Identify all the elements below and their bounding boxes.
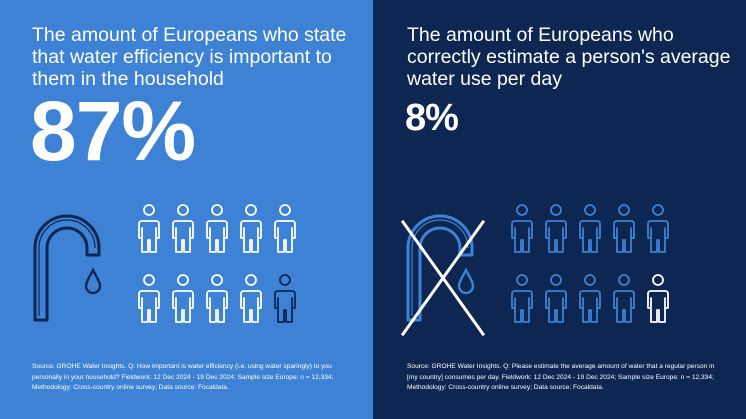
right-icon-area: [400, 204, 669, 337]
person-icon: [647, 274, 669, 323]
left-source: Source: GROHE Water Insights. Q: How imp…: [32, 363, 334, 391]
person-icon: [579, 204, 601, 253]
person-icon: [206, 204, 228, 253]
water-drop-icon: [84, 267, 102, 295]
person-icon: [172, 204, 194, 253]
person-grid: [138, 204, 296, 323]
cross-out-icon: [400, 219, 486, 337]
left-stat: 87%: [30, 84, 196, 178]
person-grid: [511, 204, 669, 323]
right-heading: The amount of Europeans who correctly es…: [407, 24, 731, 90]
left-heading: The amount of Europeans who state that w…: [32, 24, 347, 90]
person-icon: [613, 204, 635, 253]
person-icon: [511, 204, 533, 253]
right-source: Source: GROHE Water Insights. Q: Please …: [407, 363, 715, 391]
person-icon: [613, 274, 635, 323]
person-icon: [274, 274, 296, 323]
person-icon: [545, 204, 567, 253]
right-panel: The amount of Europeans who correctly es…: [373, 0, 746, 419]
person-icon: [172, 274, 194, 323]
person-icon: [138, 204, 160, 253]
person-icon: [579, 274, 601, 323]
person-icon: [511, 274, 533, 323]
tap-icon: [33, 214, 101, 322]
right-stat: 8%: [405, 97, 459, 139]
person-icon: [240, 204, 262, 253]
person-icon: [647, 204, 669, 253]
person-icon: [138, 274, 160, 323]
person-icon: [206, 274, 228, 323]
water-drop-icon: [457, 267, 475, 295]
person-icon: [274, 204, 296, 253]
tap-icon: [406, 214, 474, 322]
person-icon: [545, 274, 567, 323]
left-panel: The amount of Europeans who state that w…: [0, 0, 373, 419]
person-icon: [240, 274, 262, 323]
left-icon-area: [33, 204, 296, 323]
